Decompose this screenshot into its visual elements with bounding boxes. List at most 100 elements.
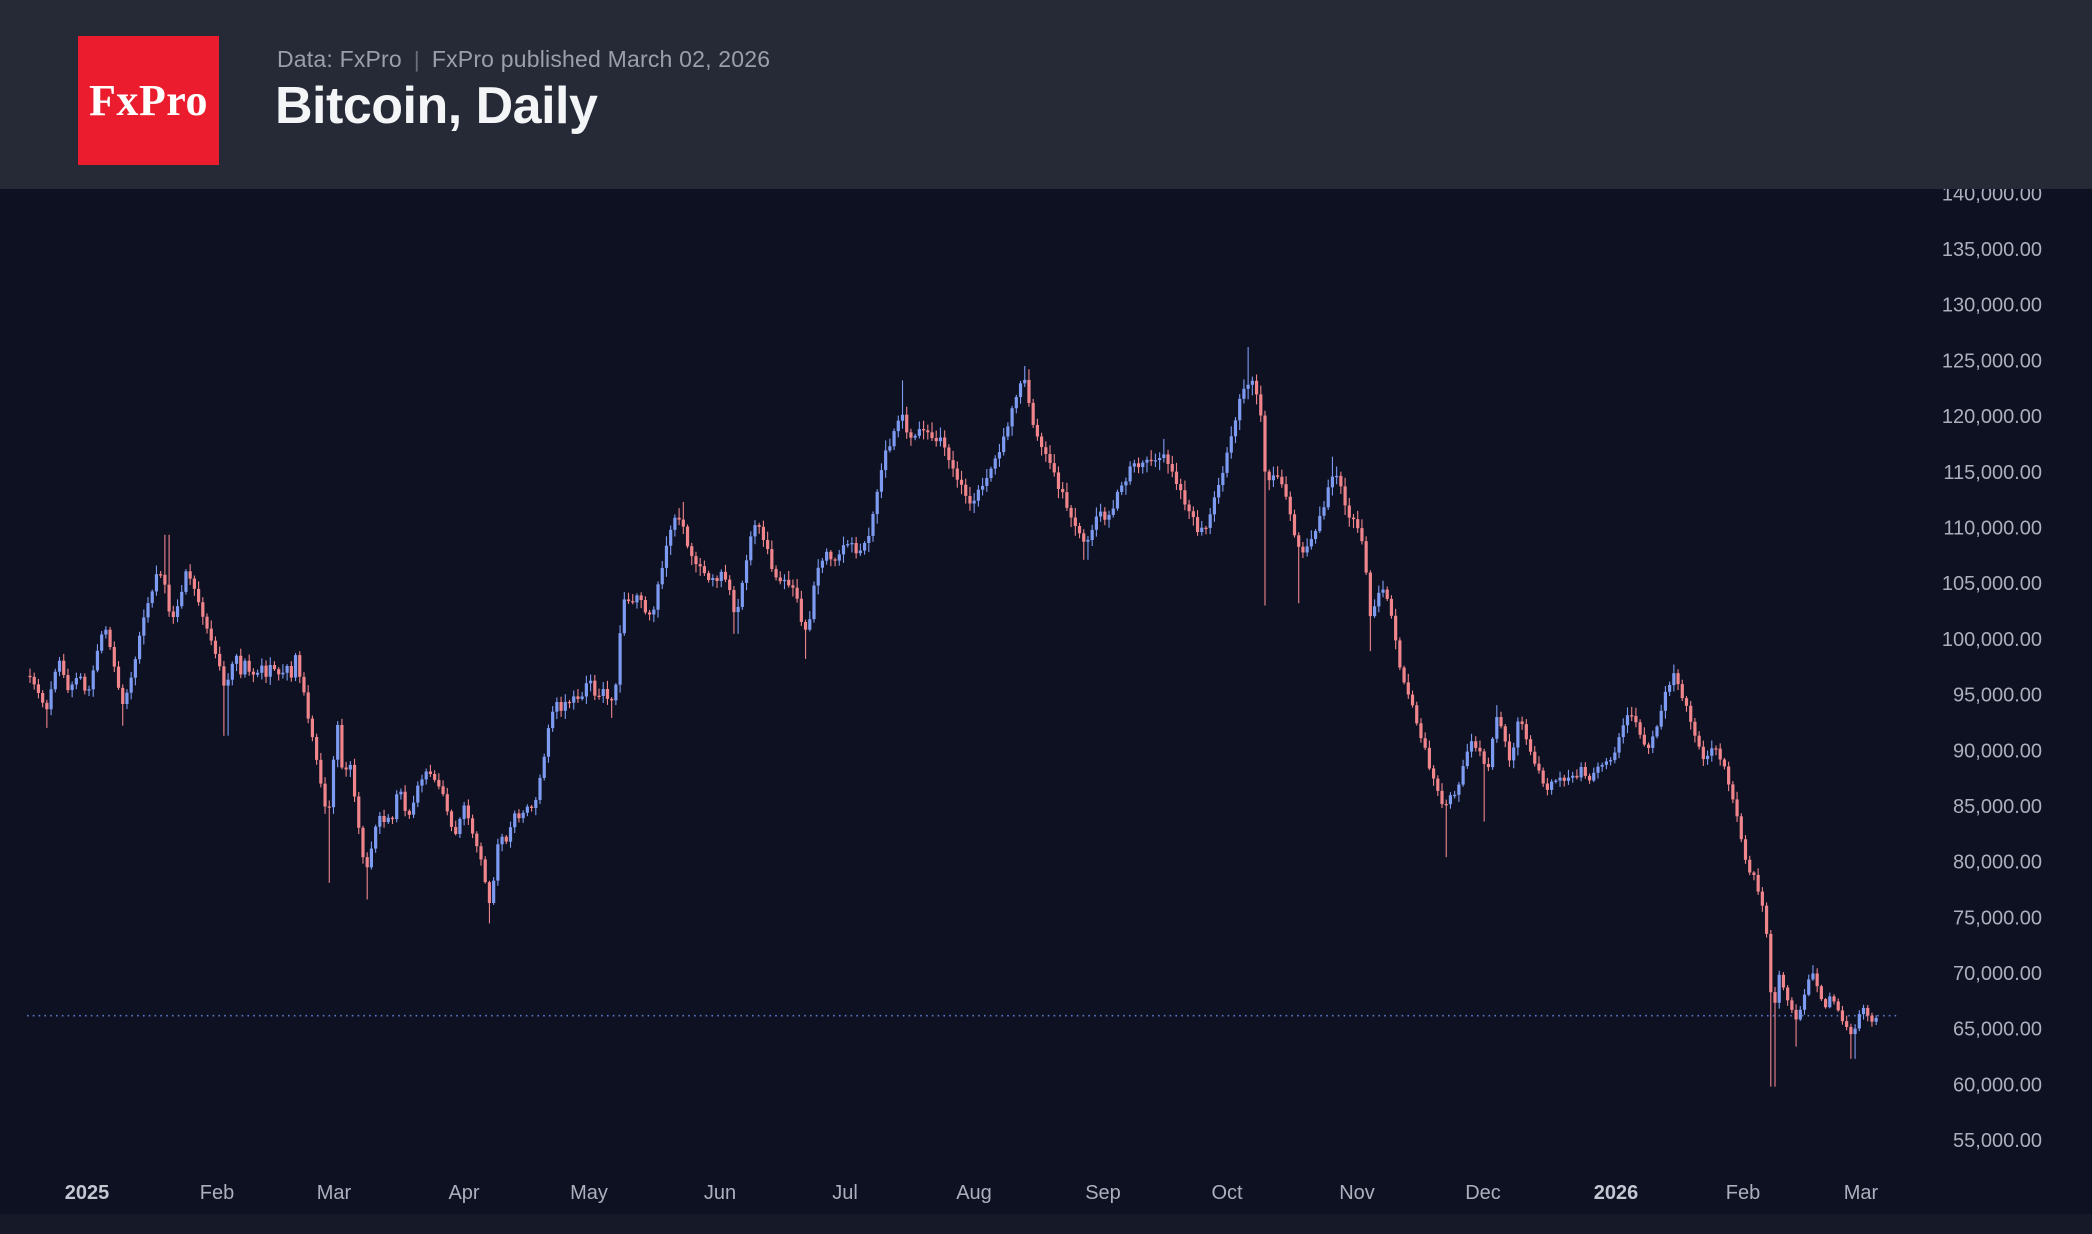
candle-body (83, 676, 87, 691)
candle-body (365, 857, 369, 868)
candle-body (1263, 415, 1267, 472)
chart-area[interactable]: 140,000.00 135,000.00 130,000.00 125,000.00… (0, 183, 2092, 1234)
candle-body (1579, 767, 1583, 778)
candle-wick (168, 534, 170, 617)
candle-body (702, 566, 706, 574)
candle-body (1520, 721, 1524, 724)
candle-body (905, 414, 909, 433)
candle-body (1680, 684, 1684, 699)
candle-body (1195, 517, 1200, 532)
candle-body (1343, 486, 1347, 506)
candle-wick (1159, 452, 1161, 471)
candle-body (1187, 504, 1191, 512)
candle-body (926, 430, 930, 433)
candle-body (711, 578, 715, 580)
candle-wick (805, 619, 807, 659)
candle-body (1866, 1007, 1870, 1016)
y-axis-label: 60,000.00 (1953, 1074, 2042, 1096)
candle-body (736, 606, 740, 613)
x-axis-year-label: 2025 (65, 1182, 110, 1204)
candle-body (959, 479, 964, 485)
candle-body (382, 816, 386, 822)
candle-body (1790, 1000, 1794, 1010)
candle-body (150, 591, 154, 604)
candle-body (496, 844, 500, 881)
x-axis-month-label: Aug (956, 1182, 992, 1204)
candle-body (1701, 746, 1705, 760)
candle-body (243, 660, 247, 675)
candle-body (1200, 527, 1204, 532)
candle-wick (1087, 535, 1089, 560)
candle-body (1448, 795, 1453, 805)
candle-body (298, 655, 302, 677)
candle-body (121, 687, 125, 704)
candle-body (1781, 974, 1786, 988)
candle-body (192, 578, 196, 589)
candle-body (1023, 379, 1027, 384)
candle-body (660, 567, 664, 585)
candle-body (251, 671, 255, 675)
candle-body (390, 817, 395, 820)
candle-body (1238, 398, 1242, 421)
candle-body (416, 785, 420, 803)
candle-body (133, 659, 137, 678)
candle-body (1832, 996, 1836, 1002)
candle-body (610, 698, 614, 701)
candle-body (302, 676, 306, 693)
candle-body (289, 666, 293, 678)
candle-body (1444, 804, 1448, 806)
candle-body (618, 633, 622, 685)
candle-wick (227, 673, 229, 736)
candle-body (829, 551, 833, 560)
candle-wick (1753, 871, 1755, 881)
candle-body (1705, 755, 1710, 760)
candlestick-chart[interactable]: 140,000.00 135,000.00 130,000.00 125,000.00… (0, 183, 2092, 1234)
candle-wick (568, 699, 571, 709)
candle-body (635, 595, 639, 603)
candle-body (1528, 739, 1533, 752)
candle-body (529, 806, 534, 808)
candle-body (327, 806, 331, 808)
candle-body (555, 702, 559, 712)
candle-body (1849, 1027, 1853, 1035)
candle-body (1541, 770, 1545, 784)
candle-wick (611, 697, 613, 718)
candle-body (825, 551, 829, 561)
candle-body (504, 836, 508, 842)
y-axis-label: 125,000.00 (1942, 350, 2042, 372)
candle-wick (1601, 762, 1603, 772)
candle-body (1225, 452, 1229, 473)
candle-body (513, 813, 517, 828)
candle-body (900, 414, 905, 421)
candle-body (1714, 748, 1718, 750)
candle-body (862, 543, 867, 551)
candle-body (1153, 460, 1158, 462)
candle-wick (80, 673, 82, 680)
candle-body (1554, 780, 1558, 782)
candle-body (1410, 694, 1415, 706)
candle-body (1777, 974, 1781, 1003)
candle-body (934, 438, 938, 442)
candle-body (1040, 436, 1044, 448)
candle-wick (1576, 769, 1578, 780)
candle-body (917, 429, 921, 436)
y-axis-label: 110,000.00 (1943, 518, 2042, 540)
candle-body (1482, 751, 1486, 764)
candle-wick (328, 800, 330, 883)
candle-body (1752, 872, 1756, 875)
candle-body (955, 468, 959, 480)
candle-body (1478, 747, 1482, 752)
candle-wick (531, 805, 533, 812)
candle-wick (366, 852, 368, 900)
candle-body (1044, 447, 1048, 454)
candle-body (1233, 420, 1238, 437)
candle-body (888, 446, 892, 451)
candle-body (1469, 741, 1474, 752)
candle-body (875, 491, 879, 515)
candle-wick (1251, 376, 1253, 396)
candle-body (1305, 546, 1309, 553)
candle-body (1292, 514, 1297, 536)
candle-body (1351, 517, 1356, 520)
candle-body (1246, 384, 1250, 389)
candle-body (1006, 426, 1010, 437)
